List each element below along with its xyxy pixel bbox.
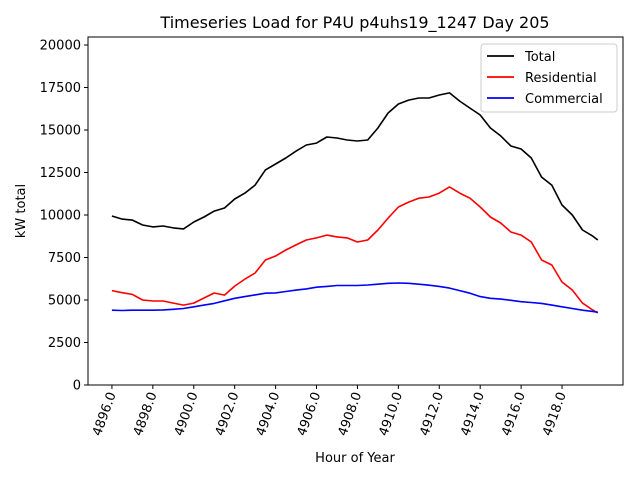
y-tick-label: 15000 <box>40 123 81 138</box>
series-line-total <box>111 92 599 241</box>
y-tick-label: 10000 <box>40 208 81 223</box>
x-axis-label: Hour of Year <box>315 451 395 466</box>
y-tick-label: 20000 <box>40 38 81 53</box>
legend-label-residential: Residential <box>525 71 597 86</box>
y-tick-label: 17500 <box>40 81 81 96</box>
legend-label-total: Total <box>524 50 555 65</box>
legend: Total Residential Commercial <box>480 43 618 113</box>
y-axis: 0 2500 5000 7500 10000 12500 15000 17500 20000 <box>40 38 88 394</box>
series-line-commercial <box>111 282 598 313</box>
legend-label-commercial: Commercial <box>525 92 603 107</box>
plot-frame <box>87 36 624 386</box>
y-axis-label: kW total <box>14 184 29 238</box>
y-tick-label: 7500 <box>48 251 81 266</box>
y-tick-label: 12500 <box>40 166 81 181</box>
series-line-residential <box>111 186 599 314</box>
chart-title: Timeseries Load for P4U p4uhs19_1247 Day… <box>159 13 549 33</box>
series-layer <box>111 92 599 314</box>
y-tick-label: 0 <box>73 379 81 394</box>
y-tick-label: 2500 <box>48 336 81 351</box>
legend-box <box>480 43 618 113</box>
y-tick-label: 5000 <box>48 293 81 308</box>
